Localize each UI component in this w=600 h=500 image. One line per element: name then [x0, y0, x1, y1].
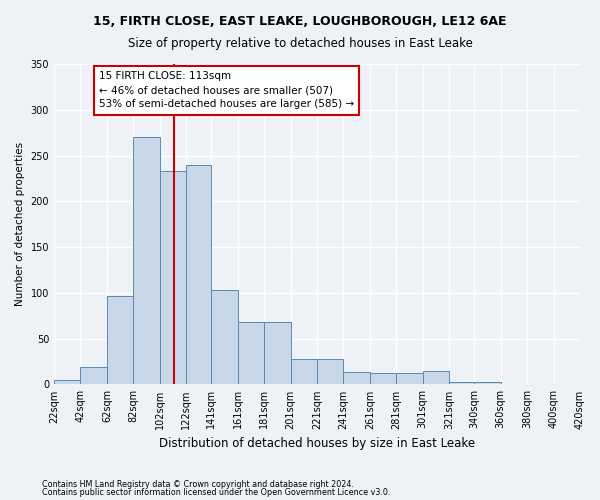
- Bar: [449, 382, 474, 384]
- Bar: [397, 374, 423, 384]
- Bar: [343, 372, 370, 384]
- Text: 15, FIRTH CLOSE, EAST LEAKE, LOUGHBOROUGH, LE12 6AE: 15, FIRTH CLOSE, EAST LEAKE, LOUGHBOROUG…: [93, 15, 507, 28]
- Bar: [290, 359, 317, 384]
- Bar: [160, 171, 186, 384]
- Text: Contains HM Land Registry data © Crown copyright and database right 2024.: Contains HM Land Registry data © Crown c…: [42, 480, 354, 489]
- Bar: [317, 359, 343, 384]
- Bar: [238, 322, 264, 384]
- Text: Contains public sector information licensed under the Open Government Licence v3: Contains public sector information licen…: [42, 488, 391, 497]
- X-axis label: Distribution of detached houses by size in East Leake: Distribution of detached houses by size …: [159, 437, 475, 450]
- Bar: [54, 380, 80, 384]
- Y-axis label: Number of detached properties: Number of detached properties: [15, 142, 25, 306]
- Bar: [107, 296, 133, 384]
- Bar: [186, 164, 211, 384]
- Bar: [370, 374, 397, 384]
- Text: 15 FIRTH CLOSE: 113sqm
← 46% of detached houses are smaller (507)
53% of semi-de: 15 FIRTH CLOSE: 113sqm ← 46% of detached…: [99, 72, 354, 110]
- Bar: [133, 137, 160, 384]
- Bar: [80, 367, 107, 384]
- Text: Size of property relative to detached houses in East Leake: Size of property relative to detached ho…: [128, 38, 472, 51]
- Bar: [474, 382, 501, 384]
- Bar: [211, 290, 238, 384]
- Bar: [423, 370, 449, 384]
- Bar: [264, 322, 290, 384]
